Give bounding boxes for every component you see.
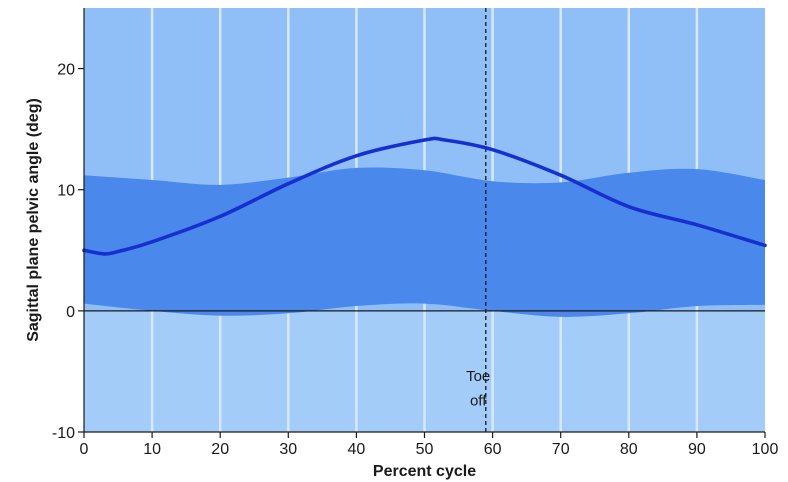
x-tick-label-20: 20 xyxy=(211,441,229,458)
toe-off-label-1: Toe xyxy=(466,368,490,385)
pelvic-angle-line xyxy=(82,136,767,256)
toe-off-label-2: off xyxy=(470,392,487,409)
x-tick-label-100: 100 xyxy=(752,441,779,458)
x-tick-label-0: 0 xyxy=(80,441,89,458)
x-tick-label-60: 60 xyxy=(484,441,502,458)
normal-range-band xyxy=(84,167,765,317)
y-axis-title: Sagittal plane pelvic angle (deg) xyxy=(25,98,42,342)
axes: -10 0 10 20 0 10 20 30 40 50 60 70 80 90 100 xyxy=(52,8,779,458)
plot-area: Toe off xyxy=(82,8,767,432)
y-tick-label-10: 10 xyxy=(57,183,75,200)
x-tick-label-40: 40 xyxy=(348,441,366,458)
y-tick-label-0: 0 xyxy=(66,304,75,321)
y-tick-label--10: -10 xyxy=(52,425,75,442)
x-tick-label-80: 80 xyxy=(620,441,638,458)
x-axis-title: Percent cycle xyxy=(373,463,476,480)
x-tick-label-90: 90 xyxy=(688,441,706,458)
y-tick-label-20: 20 xyxy=(57,62,75,79)
x-tick-label-70: 70 xyxy=(552,441,570,458)
x-tick-label-30: 30 xyxy=(279,441,297,458)
x-tick-label-50: 50 xyxy=(416,441,434,458)
x-tick-label-10: 10 xyxy=(143,441,161,458)
